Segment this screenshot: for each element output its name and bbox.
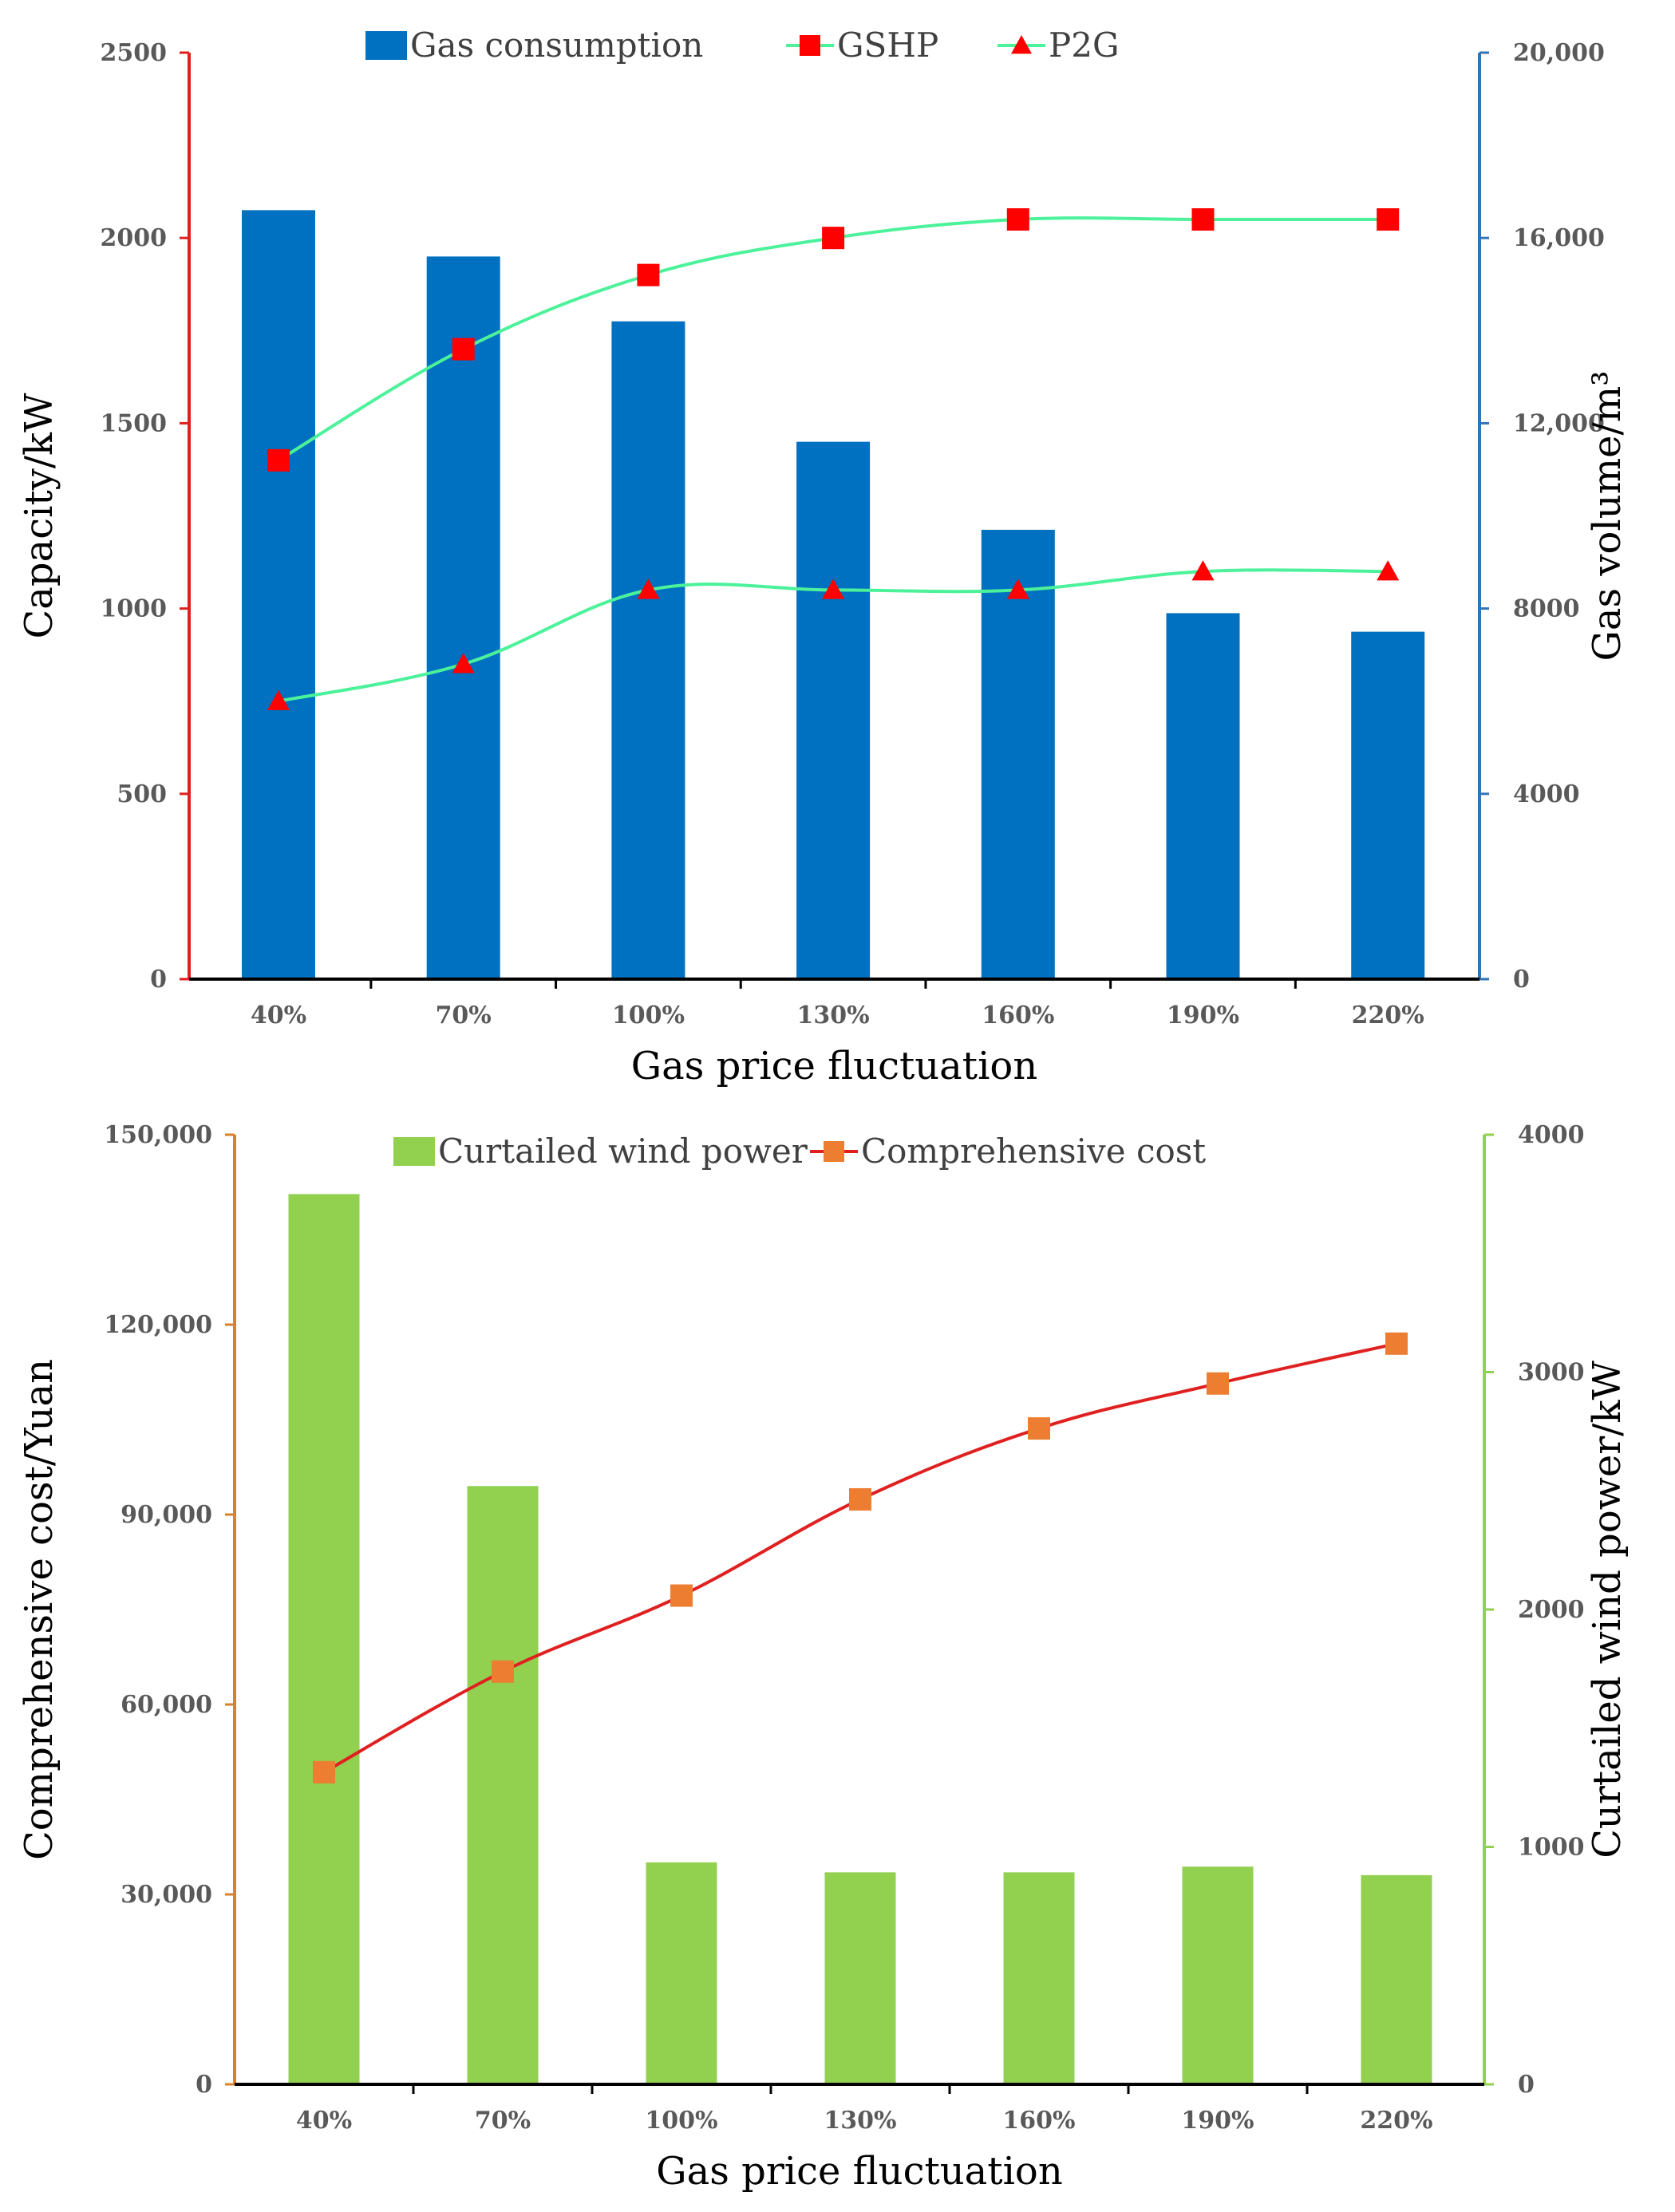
left-tick-label: 60,000 <box>120 1691 212 1719</box>
x-tick-label: 130% <box>824 2107 896 2135</box>
data-point-190% <box>1207 1372 1229 1395</box>
left-tick-label: 90,000 <box>120 1501 212 1529</box>
x-tick-label: 190% <box>1167 1001 1239 1029</box>
data-point-130% <box>822 227 845 250</box>
data-point-160% <box>1028 1417 1050 1440</box>
left-tick-label: 500 <box>117 780 167 808</box>
x-tick-label: 70% <box>475 2107 531 2135</box>
right-tick-label: 2000 <box>1518 1596 1585 1624</box>
bar-190% <box>1166 613 1240 979</box>
data-point-40% <box>267 689 290 710</box>
x-tick-label: 130% <box>797 1001 870 1029</box>
data-point-190% <box>1191 560 1215 581</box>
x-axis-title: Gas price fluctuation <box>656 2149 1063 2194</box>
right-tick-label: 4000 <box>1518 1121 1585 1149</box>
cost-curtailed-wind-chart: 0 30,000 60,000 90,000 120,000 150,000 0 1000 20… <box>17 1121 1630 2194</box>
x-tick-label: 100% <box>645 2107 717 2135</box>
x-axis-title: Gas price fluctuation <box>631 1044 1038 1088</box>
data-point-160% <box>1006 207 1029 231</box>
legend-label: GSHP <box>837 26 938 65</box>
left-tick-label: 0 <box>150 966 167 993</box>
legend-label: Comprehensive cost <box>861 1132 1206 1171</box>
right-tick-label: 0 <box>1518 2071 1535 2099</box>
legend-swatch-bars <box>365 31 407 60</box>
gas-consumption-capacity-chart: 0 500 1000 1500 2000 2500 0 4000 8000 12,000 16,00… <box>17 26 1630 1088</box>
data-point-70% <box>452 338 475 361</box>
left-tick-label: 0 <box>196 2071 212 2099</box>
data-point-40% <box>313 1760 335 1783</box>
x-tick-label: 220% <box>1352 1001 1424 1029</box>
data-point-100% <box>637 579 660 599</box>
left-tick-label: 120,000 <box>104 1311 212 1339</box>
bar-190% <box>1182 1866 1254 2084</box>
x-tick-label: 190% <box>1181 2107 1254 2135</box>
left-tick-label: 2500 <box>101 39 168 67</box>
legend-label: P2G <box>1049 26 1120 65</box>
bar-160% <box>981 529 1055 979</box>
bar-160% <box>1003 1872 1075 2084</box>
bar-40% <box>288 1194 360 2084</box>
left-axis-title: Comprehensive cost/Yuan <box>17 1359 61 1860</box>
legend-marker <box>800 35 820 56</box>
legend-swatch-bars <box>393 1137 435 1166</box>
right-axis-title: Curtailed wind power/kW <box>1585 1361 1630 1858</box>
right-tick-label: 16,000 <box>1513 224 1605 252</box>
bar-220% <box>1351 631 1425 979</box>
x-tick-label: 160% <box>1002 2107 1075 2135</box>
data-point-220% <box>1377 207 1400 231</box>
data-point-220% <box>1385 1332 1408 1355</box>
left-tick-label: 1500 <box>101 409 168 437</box>
right-tick-label: 0 <box>1513 966 1530 993</box>
bar-130% <box>796 441 871 979</box>
data-point-220% <box>1377 560 1400 581</box>
x-tick-label: 100% <box>612 1001 685 1029</box>
data-point-100% <box>670 1584 693 1607</box>
right-tick-label: 1000 <box>1518 1834 1585 1862</box>
bar-40% <box>242 210 315 979</box>
x-tick-label: 40% <box>296 2107 352 2135</box>
x-tick-label: 70% <box>436 1001 492 1029</box>
right-tick-label: 12,000 <box>1513 409 1605 437</box>
right-tick-label: 8000 <box>1513 595 1580 623</box>
data-point-190% <box>1191 207 1215 231</box>
left-axis-title: Capacity/kW <box>17 393 61 639</box>
left-tick-label: 2000 <box>101 224 168 252</box>
bar-70% <box>467 1486 539 2084</box>
data-point-40% <box>267 448 290 472</box>
right-tick-label: 20,000 <box>1513 39 1605 67</box>
bar-100% <box>611 321 685 979</box>
data-point-130% <box>849 1487 871 1511</box>
x-tick-label: 40% <box>251 1001 306 1029</box>
legend-label: Gas consumption <box>410 26 703 65</box>
bar-130% <box>824 1872 896 2084</box>
legend-label: Curtailed wind power <box>438 1132 808 1171</box>
right-tick-label: 3000 <box>1518 1359 1585 1387</box>
data-point-70% <box>492 1660 514 1683</box>
bar-220% <box>1361 1874 1432 2084</box>
x-tick-label: 160% <box>982 1001 1054 1029</box>
data-point-100% <box>637 263 660 286</box>
bar-100% <box>646 1862 717 2084</box>
left-tick-label: 150,000 <box>104 1121 212 1149</box>
legend-marker <box>824 1141 844 1162</box>
right-tick-label: 4000 <box>1513 780 1580 808</box>
left-tick-label: 30,000 <box>120 1881 212 1909</box>
x-tick-label: 220% <box>1360 2107 1432 2135</box>
bar-70% <box>426 256 500 979</box>
left-tick-label: 1000 <box>101 595 168 623</box>
legend-marker <box>1011 35 1032 54</box>
data-point-130% <box>822 579 845 599</box>
data-point-160% <box>1006 579 1029 599</box>
data-point-70% <box>452 653 475 673</box>
right-axis-title: Gas volume/m³ <box>1585 371 1630 662</box>
